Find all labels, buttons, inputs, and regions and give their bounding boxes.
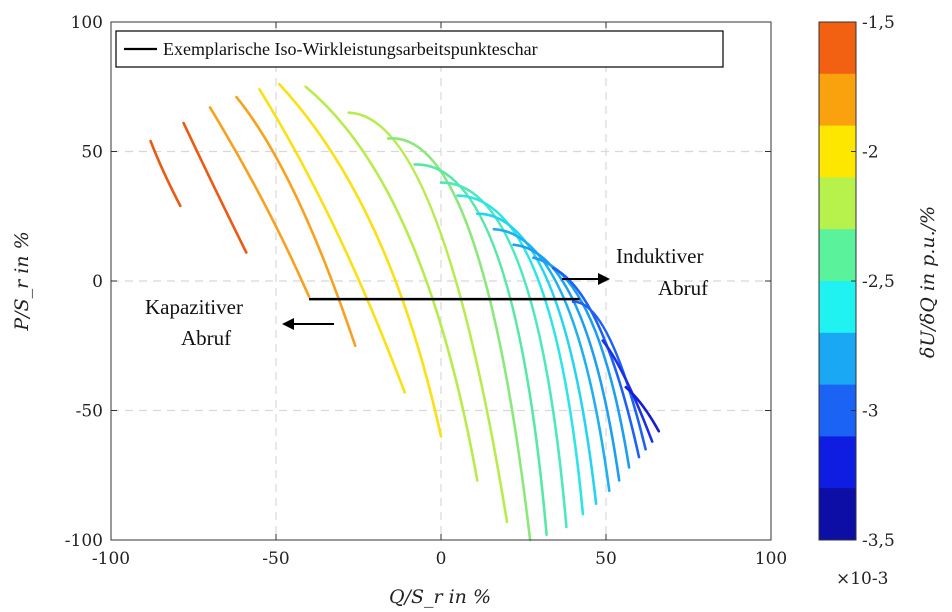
iso-curve-13	[476, 212, 598, 506]
colorbar-segment	[819, 332, 856, 386]
legend-box	[115, 30, 724, 68]
iso-curves	[149, 82, 661, 542]
arrow-left-head	[282, 318, 294, 330]
y-axis-label: P/S_r in %	[11, 231, 33, 331]
x-tick-label: 50	[595, 549, 617, 569]
y-tick-label: -50	[76, 402, 103, 422]
x-axis-label: Q/S_r in %	[389, 586, 491, 608]
colorbar-tick-label: -2	[862, 143, 879, 163]
colorbar-tick-label: -1,5	[862, 13, 895, 33]
iso-curve-1	[149, 139, 182, 208]
colorbar-segment	[819, 22, 856, 75]
iso-curve-5	[258, 88, 406, 394]
iso-curve-19	[601, 339, 654, 443]
annotation-induktiv-line1: Induktiver	[616, 244, 703, 268]
iso-curve-9	[386, 137, 532, 542]
colorbar-segment	[819, 177, 856, 230]
y-tick-label: -100	[65, 531, 103, 551]
x-tick-label: -50	[262, 549, 289, 569]
iso-curve-2	[182, 121, 248, 254]
iso-curve-16	[532, 256, 631, 469]
annotation-kapazitiv-line1: Kapazitiver	[145, 295, 243, 319]
colorbar-tick-label: -3,5	[862, 531, 895, 551]
colorbar-segment	[819, 125, 856, 178]
colorbar-tick-label: -3	[862, 402, 879, 422]
iso-curve-20	[624, 385, 661, 433]
iso-curve-10	[413, 163, 548, 537]
legend: Exemplarische Iso-Wirkleistungsarbeitspu…	[115, 30, 724, 68]
y-tick-label: 0	[92, 272, 103, 292]
x-ticks: -100 -50 0 50 100	[92, 22, 787, 569]
colorbar-segment	[819, 229, 856, 282]
colorbar-ticks: -1,5 -2 -2,5 -3 -3,5	[851, 13, 895, 551]
x-tick-label: 0	[436, 549, 447, 569]
colorbar-segment	[819, 384, 856, 437]
iso-curve-11	[439, 181, 568, 529]
colorbar-segment	[819, 436, 856, 489]
iso-curve-6	[278, 82, 443, 438]
colorbar-segment	[819, 73, 856, 127]
y-tick-label: 100	[71, 13, 103, 33]
iso-curve-14	[492, 227, 611, 493]
y-tick-label: 50	[81, 143, 103, 163]
colorbar-segment	[819, 488, 856, 541]
y-ticks: -100 -50 0 50 100	[65, 13, 771, 551]
legend-label: Exemplarische Iso-Wirkleistungsarbeitspu…	[163, 39, 538, 59]
colorbar-tick-label: -2,5	[862, 272, 895, 292]
iso-curve-3	[208, 106, 311, 298]
iso-curve-4	[235, 95, 357, 348]
colorbar	[819, 22, 856, 541]
annotation-induktiv: Induktiver Abruf	[562, 244, 708, 300]
colorbar-label: δU/δQ in p.u./%	[917, 206, 939, 358]
iso-curve-17	[551, 266, 641, 459]
annotation-kapazitiv-line2: Abruf	[181, 326, 231, 350]
arrow-right-head	[598, 273, 610, 285]
annotation-kapazitiv: Kapazitiver Abruf	[145, 295, 334, 350]
x-tick-label: 100	[755, 549, 787, 569]
x-tick-label: -100	[92, 549, 130, 569]
iso-curve-18	[571, 300, 647, 451]
iso-curve-8	[347, 111, 509, 524]
colorbar-multiplier: ×10-3	[836, 569, 888, 589]
annotation-induktiv-line2: Abruf	[658, 276, 708, 300]
iso-curve-12	[456, 194, 585, 516]
colorbar-segment	[819, 281, 856, 334]
iso-curve-7	[304, 85, 479, 482]
iso-curve-15	[512, 243, 621, 482]
